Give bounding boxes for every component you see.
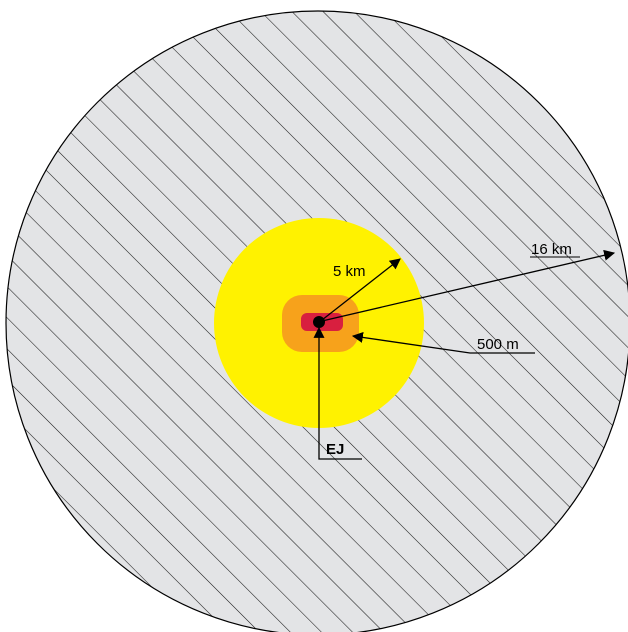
radius-16km-arrow bbox=[321, 249, 616, 322]
radius-5km-arrow bbox=[321, 258, 401, 321]
radius-16km-label: 16 km bbox=[531, 241, 572, 258]
radius-500m-leader bbox=[351, 331, 535, 354]
radius-5km-label: 5 km bbox=[333, 263, 366, 280]
center-leader bbox=[313, 326, 362, 460]
center-label: EJ bbox=[326, 441, 344, 458]
radius-500m-label: 500 m bbox=[477, 336, 519, 353]
center-dot bbox=[313, 316, 325, 328]
